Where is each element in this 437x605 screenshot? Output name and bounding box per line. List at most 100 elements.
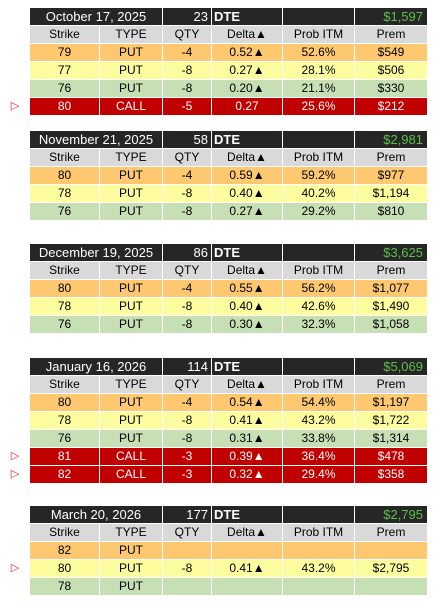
column-header: TYPE bbox=[100, 149, 163, 167]
dte-label: DTE bbox=[212, 8, 283, 26]
prem: $1,197 bbox=[355, 394, 428, 412]
qty: -8 bbox=[163, 316, 212, 334]
prem: $212 bbox=[355, 98, 428, 116]
column-header: Strike bbox=[30, 149, 100, 167]
column-header: Prob ITM bbox=[283, 376, 355, 394]
prob-itm: 33.8% bbox=[283, 430, 355, 448]
delta: 0.27▲ bbox=[212, 203, 283, 221]
strike: 80 bbox=[30, 280, 100, 298]
delta: 0.27▲ bbox=[212, 62, 283, 80]
type: PUT bbox=[100, 167, 163, 185]
row-marker: ▷ bbox=[10, 100, 20, 112]
prem: $1,314 bbox=[355, 430, 428, 448]
dte-label: DTE bbox=[212, 506, 283, 524]
prem bbox=[355, 578, 428, 596]
prob-itm bbox=[283, 542, 355, 560]
strike: 80 bbox=[30, 98, 100, 116]
qty: -8 bbox=[163, 203, 212, 221]
type: PUT bbox=[100, 430, 163, 448]
prem: $1,194 bbox=[355, 185, 428, 203]
delta: 0.59▲ bbox=[212, 167, 283, 185]
prob-itm: 29.4% bbox=[283, 466, 355, 484]
prem: $330 bbox=[355, 80, 428, 98]
prob-itm: 32.3% bbox=[283, 316, 355, 334]
qty: -8 bbox=[163, 80, 212, 98]
qty: -3 bbox=[163, 466, 212, 484]
strike: 79 bbox=[30, 44, 100, 62]
column-header: QTY bbox=[163, 262, 212, 280]
header-blank bbox=[283, 244, 355, 262]
type: PUT bbox=[100, 542, 163, 560]
delta: 0.55▲ bbox=[212, 280, 283, 298]
prem: $549 bbox=[355, 44, 428, 62]
type: CALL bbox=[100, 466, 163, 484]
qty: -4 bbox=[163, 44, 212, 62]
column-header: Delta▲ bbox=[212, 26, 283, 44]
prob-itm: 43.2% bbox=[283, 412, 355, 430]
total-premium: $2,795 bbox=[355, 506, 428, 524]
qty: -4 bbox=[163, 394, 212, 412]
strike: 76 bbox=[30, 80, 100, 98]
type: PUT bbox=[100, 578, 163, 596]
strike: 80 bbox=[30, 167, 100, 185]
column-header: QTY bbox=[163, 524, 212, 542]
strike: 76 bbox=[30, 430, 100, 448]
header-blank bbox=[283, 131, 355, 149]
column-header: Delta▲ bbox=[212, 376, 283, 394]
type: PUT bbox=[100, 412, 163, 430]
prem: $2,795 bbox=[355, 560, 428, 578]
qty bbox=[163, 542, 212, 560]
header-blank bbox=[283, 8, 355, 26]
delta: 0.54▲ bbox=[212, 394, 283, 412]
delta: 0.41▲ bbox=[212, 560, 283, 578]
strike: 80 bbox=[30, 394, 100, 412]
qty: -8 bbox=[163, 430, 212, 448]
expiry-date: January 16, 2026 bbox=[30, 358, 163, 376]
strike: 82 bbox=[30, 542, 100, 560]
strike: 76 bbox=[30, 203, 100, 221]
total-premium: $1,597 bbox=[355, 8, 428, 26]
strike: 78 bbox=[30, 412, 100, 430]
dte-label: DTE bbox=[212, 244, 283, 262]
column-header: TYPE bbox=[100, 376, 163, 394]
dte-days: 114 bbox=[163, 358, 212, 376]
prem: $1,058 bbox=[355, 316, 428, 334]
column-header: Prem bbox=[355, 26, 428, 44]
qty: -8 bbox=[163, 185, 212, 203]
type: PUT bbox=[100, 203, 163, 221]
total-premium: $3,625 bbox=[355, 244, 428, 262]
column-header: Prem bbox=[355, 524, 428, 542]
type: CALL bbox=[100, 448, 163, 466]
prob-itm: 40.2% bbox=[283, 185, 355, 203]
expiry-date: March 20, 2026 bbox=[30, 506, 163, 524]
prob-itm: 25.6% bbox=[283, 98, 355, 116]
prob-itm: 21.1% bbox=[283, 80, 355, 98]
type: PUT bbox=[100, 560, 163, 578]
column-header: Delta▲ bbox=[212, 149, 283, 167]
header-blank bbox=[283, 506, 355, 524]
dte-label: DTE bbox=[212, 131, 283, 149]
column-header: Prem bbox=[355, 376, 428, 394]
row-marker: ▷ bbox=[10, 468, 20, 480]
prob-itm: 28.1% bbox=[283, 62, 355, 80]
type: PUT bbox=[100, 185, 163, 203]
qty: -8 bbox=[163, 560, 212, 578]
column-header: Delta▲ bbox=[212, 524, 283, 542]
column-header: Strike bbox=[30, 524, 100, 542]
qty: -4 bbox=[163, 280, 212, 298]
column-header: QTY bbox=[163, 149, 212, 167]
column-header: Strike bbox=[30, 262, 100, 280]
dte-days: 58 bbox=[163, 131, 212, 149]
delta: 0.27 bbox=[212, 98, 283, 116]
prem: $478 bbox=[355, 448, 428, 466]
strike: 78 bbox=[30, 298, 100, 316]
type: PUT bbox=[100, 298, 163, 316]
column-header: TYPE bbox=[100, 26, 163, 44]
type: PUT bbox=[100, 394, 163, 412]
row-marker: ▷ bbox=[10, 562, 20, 574]
type: CALL bbox=[100, 98, 163, 116]
strike: 78 bbox=[30, 578, 100, 596]
type: PUT bbox=[100, 80, 163, 98]
dte-days: 177 bbox=[163, 506, 212, 524]
